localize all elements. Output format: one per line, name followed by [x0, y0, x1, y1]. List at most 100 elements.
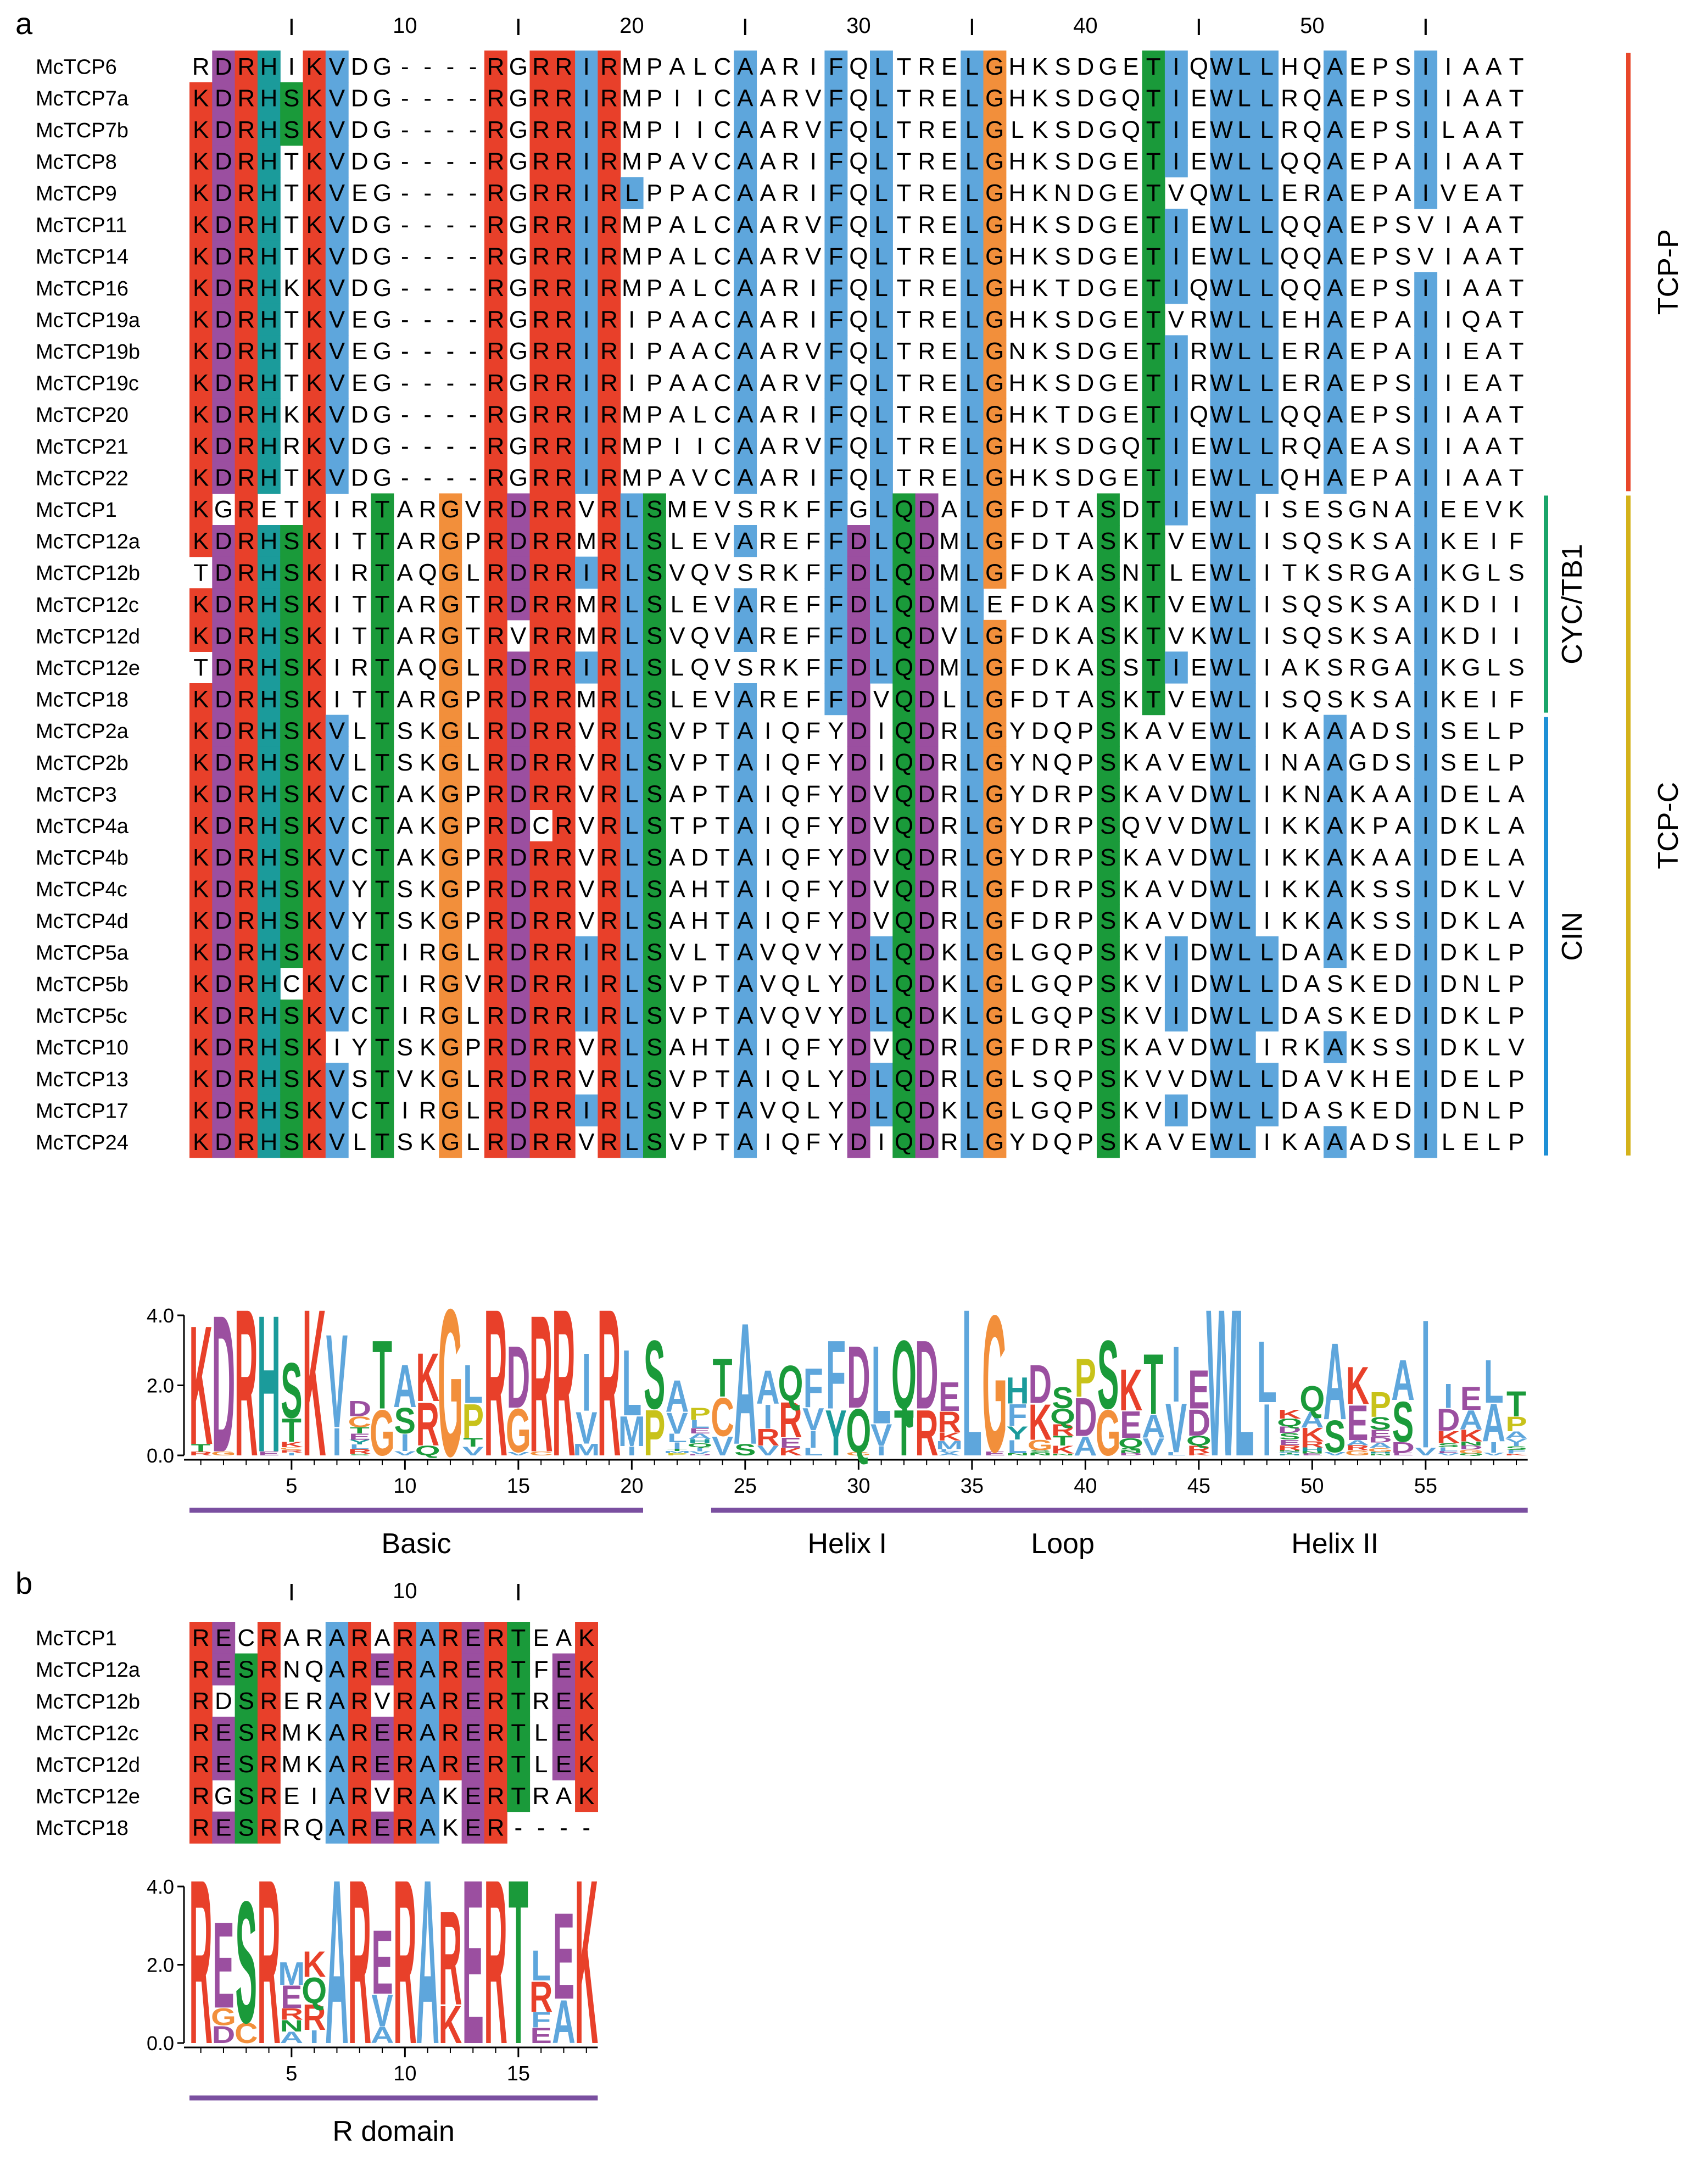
residue: L	[353, 717, 366, 744]
residue: D	[510, 875, 527, 902]
residue: I	[583, 211, 590, 238]
residue: A	[556, 1625, 572, 1651]
residue: K	[1054, 559, 1070, 586]
residue: L	[874, 1097, 888, 1124]
residue: S	[646, 812, 662, 839]
residue: I	[1173, 85, 1179, 111]
residue: K	[420, 907, 436, 934]
residue: Q	[781, 1065, 800, 1092]
residue: G	[441, 623, 460, 650]
residue: A	[737, 591, 753, 618]
residue: R	[532, 528, 550, 555]
sequence-name: McTCP7a	[36, 87, 129, 110]
residue: D	[215, 939, 232, 966]
residue: M	[622, 243, 642, 270]
residue: G	[985, 812, 1004, 839]
residue: A	[1463, 401, 1480, 428]
residue: T	[511, 1625, 526, 1651]
residue: K	[1349, 1065, 1365, 1092]
residue: L	[1237, 306, 1251, 333]
residue: Q	[849, 275, 868, 302]
residue: R	[1054, 907, 1071, 934]
residue: R	[918, 148, 935, 175]
residue: L	[1487, 875, 1500, 902]
residue: G	[441, 1129, 460, 1156]
residue: S	[1281, 623, 1297, 650]
residue: R	[351, 1656, 369, 1683]
residue: K	[1349, 875, 1365, 902]
residue: E	[1123, 243, 1138, 270]
residue: W	[1210, 875, 1233, 902]
residue: R	[351, 559, 369, 586]
residue: V	[329, 180, 345, 206]
residue: S	[1395, 275, 1411, 302]
residue: E	[1123, 370, 1138, 397]
residue: Q	[781, 939, 800, 966]
residue: M	[622, 148, 642, 175]
residue: S	[646, 844, 662, 871]
residue: F	[806, 623, 820, 650]
residue: V	[329, 211, 345, 238]
residue: G	[373, 116, 392, 143]
residue: D	[691, 844, 708, 871]
residue: A	[1146, 844, 1162, 871]
residue: P	[646, 370, 662, 397]
residue: R	[782, 148, 800, 175]
residue: R	[487, 1783, 505, 1810]
residue: R	[555, 496, 573, 523]
residue-highlight	[189, 1126, 213, 1158]
residue-highlight	[257, 1094, 281, 1126]
residue: G	[509, 306, 528, 333]
residue: G	[1031, 939, 1050, 966]
residue: G	[509, 275, 528, 302]
residue: R	[237, 939, 255, 966]
residue: K	[1304, 559, 1320, 586]
residue: E	[533, 1625, 549, 1651]
residue: S	[1100, 559, 1116, 586]
residue: G	[985, 1129, 1004, 1156]
residue: L	[1237, 1002, 1251, 1029]
residue: R	[555, 1097, 573, 1124]
residue: A	[1327, 781, 1343, 808]
residue: Q	[781, 1129, 800, 1156]
residue: L	[965, 559, 979, 586]
residue: S	[283, 116, 299, 143]
residue: P	[1508, 717, 1524, 744]
logo-letter: R	[529, 1275, 553, 1494]
residue: Y	[828, 844, 844, 871]
residue: -	[469, 85, 477, 111]
residue: R	[600, 1034, 618, 1061]
logo-letter: R	[598, 1266, 621, 1501]
residue: R	[759, 496, 777, 523]
residue: H	[1009, 306, 1026, 333]
residue: I	[583, 148, 590, 175]
residue: E	[351, 338, 367, 365]
residue: P	[692, 812, 708, 839]
residue: R	[237, 844, 255, 871]
residue: F	[806, 1034, 820, 1061]
residue: D	[1190, 781, 1208, 808]
residue: R	[237, 465, 255, 492]
residue: F	[829, 559, 844, 586]
residue: K	[306, 1751, 322, 1778]
residue: R	[555, 275, 573, 302]
residue: Q	[1053, 717, 1072, 744]
residue: A	[420, 1783, 436, 1810]
residue: L	[534, 1751, 548, 1778]
residue: S	[283, 717, 299, 744]
residue: E	[1349, 243, 1365, 270]
residue: C	[714, 401, 732, 428]
residue: E	[283, 1688, 299, 1715]
residue: G	[985, 1034, 1004, 1061]
residue: -	[423, 338, 432, 365]
residue: D	[215, 528, 232, 555]
residue: R	[192, 1751, 210, 1778]
residue-highlight	[235, 145, 258, 177]
residue: G	[509, 148, 528, 175]
residue: E	[374, 1814, 390, 1841]
residue: E	[692, 591, 708, 618]
residue: T	[193, 654, 208, 681]
residue: A	[1327, 433, 1343, 460]
residue: R	[237, 275, 255, 302]
residue: H	[260, 180, 278, 206]
